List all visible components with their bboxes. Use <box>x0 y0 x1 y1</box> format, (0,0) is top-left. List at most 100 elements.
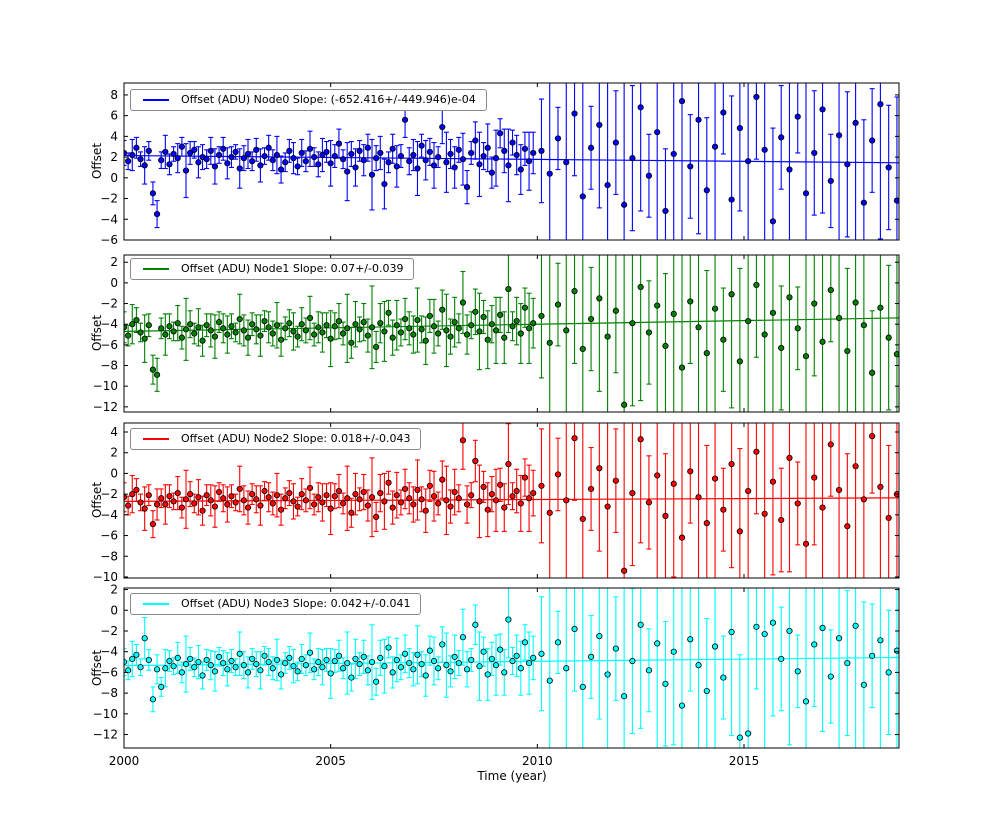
data-point <box>459 299 467 306</box>
data-point <box>215 488 223 496</box>
data-point <box>294 333 301 340</box>
data-point <box>153 371 161 378</box>
data-point <box>253 661 260 668</box>
legend-line-icon <box>143 268 169 270</box>
data-point <box>269 157 276 164</box>
y-tick-label: −6 <box>100 529 118 543</box>
data-point <box>761 510 768 517</box>
data-point <box>877 637 884 644</box>
data-point <box>187 149 194 157</box>
data-point <box>215 151 223 159</box>
data-point <box>538 650 545 657</box>
data-point <box>129 151 136 159</box>
data-point <box>472 308 479 315</box>
data-point <box>240 662 247 669</box>
data-point <box>546 677 553 684</box>
data-point <box>525 495 533 502</box>
data-point <box>158 325 165 332</box>
data-point <box>517 665 524 672</box>
data-point <box>356 147 363 154</box>
data-point <box>352 655 359 663</box>
data-point <box>368 324 376 331</box>
data-point <box>521 145 529 152</box>
y-tick-label: −4 <box>100 212 118 226</box>
y-tick-label: −6 <box>100 665 118 679</box>
data-point <box>298 149 305 157</box>
data-point <box>286 320 293 327</box>
data-point <box>778 655 785 663</box>
data-point <box>137 499 144 506</box>
data-point <box>736 528 743 535</box>
data-point <box>443 662 450 669</box>
data-point <box>484 144 491 151</box>
data-point <box>414 651 421 658</box>
data-point <box>476 498 483 505</box>
data-point <box>282 659 289 667</box>
data-point <box>877 483 884 490</box>
data-point <box>451 488 458 496</box>
data-point <box>191 664 198 671</box>
data-point <box>769 309 777 316</box>
legend-line-icon <box>143 99 169 101</box>
data-point <box>497 130 504 137</box>
data-point <box>306 649 314 656</box>
data-point <box>195 324 202 331</box>
data-point <box>451 164 458 171</box>
data-point <box>802 540 810 547</box>
data-point <box>410 501 417 508</box>
data-point <box>637 283 644 291</box>
data-point <box>728 461 735 468</box>
data-point <box>678 534 686 541</box>
data-point <box>207 327 214 334</box>
data-point <box>554 639 562 646</box>
data-point <box>298 491 305 498</box>
data-point <box>786 166 793 173</box>
data-point <box>720 336 727 343</box>
data-point <box>753 623 760 630</box>
data-point <box>753 93 760 101</box>
data-point <box>654 640 661 647</box>
data-point <box>327 505 334 512</box>
data-point <box>228 153 235 161</box>
data-point <box>860 322 867 329</box>
data-point <box>298 655 305 663</box>
panel-Node1 <box>124 255 899 412</box>
data-point <box>484 671 491 678</box>
data-point <box>480 313 487 321</box>
data-point <box>191 500 198 507</box>
data-point <box>869 137 876 144</box>
data-point <box>505 616 512 623</box>
data-point <box>885 514 892 522</box>
y-axis-label-node3: Offset <box>90 649 104 687</box>
data-point <box>802 698 810 705</box>
data-point <box>687 636 694 643</box>
data-point <box>596 633 603 640</box>
data-point <box>319 664 326 671</box>
data-point <box>525 659 533 667</box>
data-point <box>153 210 161 218</box>
data-point <box>621 567 628 574</box>
data-point <box>852 299 859 306</box>
data-point <box>844 347 851 355</box>
data-point <box>703 187 710 194</box>
data-point <box>587 144 595 151</box>
data-point <box>596 295 603 302</box>
data-point <box>430 323 438 330</box>
y-tick-label: −6 <box>100 338 118 352</box>
data-point <box>827 177 834 185</box>
data-point <box>480 152 487 160</box>
data-point <box>220 325 227 332</box>
data-point <box>430 162 438 169</box>
data-point <box>381 180 388 188</box>
data-point <box>678 364 686 371</box>
data-point <box>745 730 752 737</box>
data-point <box>315 161 322 168</box>
data-point <box>133 144 140 151</box>
y-axis-label-node0: Offset <box>90 142 104 180</box>
data-point <box>835 132 843 139</box>
data-point <box>447 668 454 675</box>
data-point <box>125 158 132 165</box>
data-point <box>137 329 144 336</box>
data-point <box>393 163 400 170</box>
